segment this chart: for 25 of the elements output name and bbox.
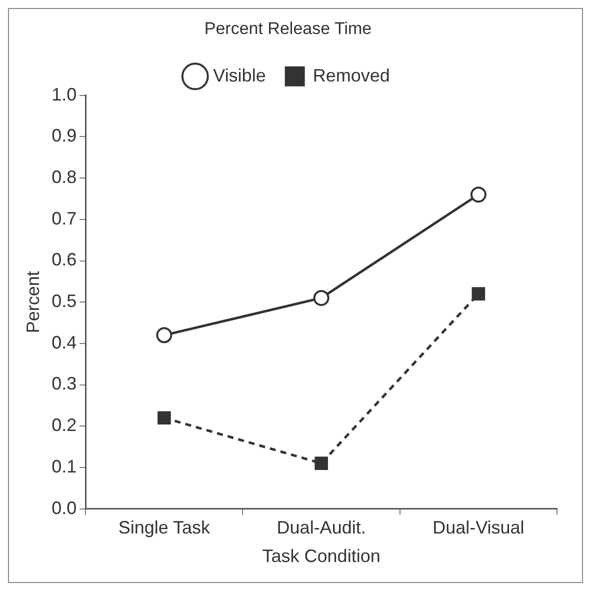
y-tick-label: 0.3 [52, 374, 77, 394]
x-tick-label: Dual-Audit. [276, 518, 366, 538]
y-tick-label: 0.5 [52, 291, 77, 312]
x-tick-label: Dual-Visual [432, 518, 524, 538]
point [156, 327, 172, 344]
point [470, 186, 486, 203]
y-tick-label: 0.9 [52, 126, 77, 146]
legend-label: Visible [213, 65, 266, 86]
point [472, 287, 486, 300]
point [158, 411, 171, 425]
x-tick-label: Single Task [118, 518, 212, 538]
y-tick-label: 0.4 [52, 332, 77, 352]
y-tick-label: 0.0 [52, 498, 77, 518]
y-tick-label: 0.8 [52, 167, 77, 188]
chart-title: Percent Release Time [204, 18, 372, 38]
y-tick-label: 0.2 [52, 415, 77, 436]
legend-label: Removed [312, 65, 390, 86]
x-axis-title: Task Condition [262, 546, 380, 566]
y-tick-label: 0.7 [52, 208, 77, 228]
point [313, 290, 330, 306]
point [314, 456, 328, 470]
y-tick-label: 0.1 [52, 456, 77, 476]
y-axis-title: Percent [22, 271, 43, 334]
y-tick-label: 1.0 [52, 84, 77, 104]
y-tick-label: 0.6 [52, 250, 77, 270]
